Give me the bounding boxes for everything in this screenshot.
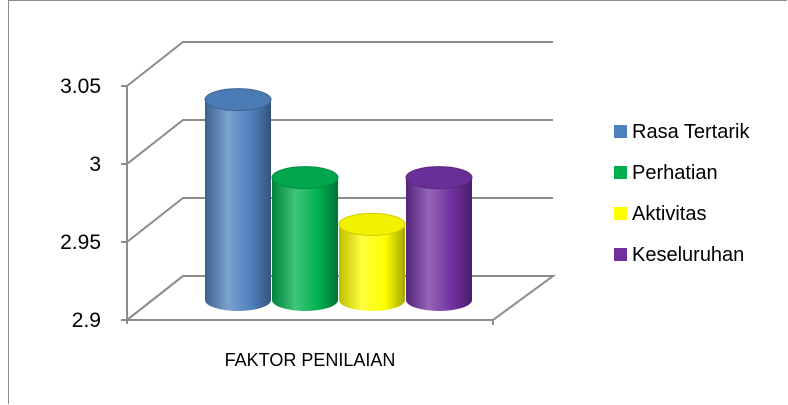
- legend-label: Rasa Tertarik: [632, 121, 750, 143]
- y-tick-label: 3: [89, 153, 101, 176]
- bar-top: [338, 212, 406, 236]
- legend-swatch: [614, 125, 627, 138]
- y-axis: [121, 85, 494, 325]
- bar-body: [272, 177, 338, 311]
- bars: [204, 88, 473, 311]
- y-tick-label: 3.05: [60, 75, 101, 98]
- legend-item: Keseluruhan: [614, 244, 744, 266]
- legend-swatch: [614, 207, 627, 220]
- legend-label: Aktivitas: [632, 203, 706, 225]
- legend-label: Perhatian: [632, 162, 718, 184]
- bar-rasa-tertarik: [204, 88, 272, 311]
- legend-item: Rasa Tertarik: [614, 121, 750, 143]
- gridline: [126, 41, 553, 87]
- bar-keseluruhan: [405, 166, 473, 311]
- legend-item: Perhatian: [614, 162, 718, 184]
- x-category-label: FAKTOR PENILAIAN: [225, 350, 396, 370]
- legend: Rasa Tertarik Perhatian Aktivitas Keseluruh…: [614, 121, 750, 266]
- x-axis-labels: FAKTOR PENILAIAN: [225, 350, 396, 370]
- bar-perhatian: [271, 166, 339, 311]
- legend-swatch: [614, 248, 627, 261]
- gridline: [126, 119, 553, 165]
- y-tick-label: 2.95: [60, 231, 101, 254]
- bar-top: [271, 166, 339, 190]
- y-tick-labels: 2.9 2.95 3 3.05: [60, 75, 101, 332]
- legend-swatch: [614, 166, 627, 179]
- bar-top: [204, 88, 272, 112]
- bar-top: [405, 166, 473, 190]
- bar-aktivitas: [338, 212, 406, 311]
- bar-body: [205, 99, 271, 311]
- bar-body: [406, 177, 472, 311]
- chart-frame: [8, 0, 787, 404]
- bar-body: [339, 224, 405, 311]
- legend-item: Aktivitas: [614, 203, 706, 225]
- y-tick-label: 2.9: [72, 309, 101, 332]
- legend-label: Keseluruhan: [632, 244, 744, 266]
